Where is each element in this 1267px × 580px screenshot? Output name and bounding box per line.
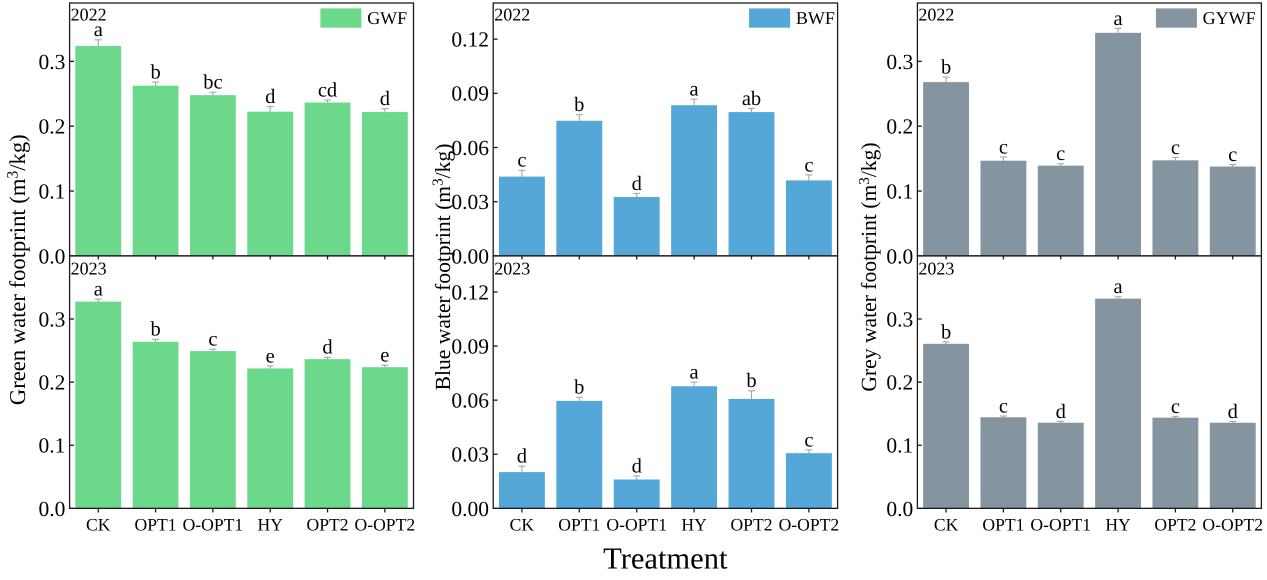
- svg-text:OPT1: OPT1: [135, 514, 177, 534]
- svg-text:b: b: [746, 370, 756, 392]
- svg-text:OPT2: OPT2: [306, 514, 348, 534]
- svg-text:bc: bc: [203, 72, 222, 94]
- svg-text:2022: 2022: [918, 5, 954, 25]
- svg-text:2023: 2023: [494, 259, 530, 279]
- svg-text:2022: 2022: [71, 5, 107, 25]
- svg-text:c: c: [1171, 396, 1180, 418]
- svg-text:c: c: [208, 329, 217, 351]
- svg-text:GYWF: GYWF: [1203, 8, 1256, 28]
- svg-text:0.0: 0.0: [39, 497, 66, 521]
- svg-text:BWF: BWF: [796, 8, 835, 28]
- svg-text:CK: CK: [934, 514, 959, 534]
- svg-text:0.3: 0.3: [886, 307, 913, 331]
- svg-text:a: a: [1114, 276, 1123, 298]
- svg-text:d: d: [632, 173, 642, 195]
- svg-text:c: c: [1228, 144, 1237, 166]
- svg-text:HY: HY: [681, 514, 707, 534]
- svg-text:2023: 2023: [918, 259, 954, 279]
- svg-text:d: d: [322, 337, 332, 359]
- svg-text:O-OPT1: O-OPT1: [1030, 514, 1091, 534]
- svg-text:a: a: [94, 278, 103, 300]
- svg-text:0.00: 0.00: [451, 497, 489, 521]
- svg-text:c: c: [804, 429, 813, 451]
- svg-text:0.3: 0.3: [39, 50, 66, 74]
- svg-text:0.2: 0.2: [886, 371, 913, 395]
- svg-text:0.2: 0.2: [886, 115, 913, 139]
- svg-text:d: d: [1228, 401, 1238, 423]
- svg-text:c: c: [1171, 137, 1180, 159]
- svg-text:c: c: [999, 395, 1008, 417]
- svg-text:c: c: [517, 150, 526, 172]
- svg-text:0.3: 0.3: [39, 307, 66, 331]
- svg-text:Treatment: Treatment: [603, 542, 728, 576]
- svg-text:OPT2: OPT2: [730, 514, 772, 534]
- svg-text:O-OPT2: O-OPT2: [1202, 514, 1263, 534]
- svg-text:0.2: 0.2: [39, 115, 66, 139]
- svg-text:b: b: [574, 377, 584, 399]
- svg-text:0.06: 0.06: [451, 389, 489, 413]
- svg-text:0.0: 0.0: [39, 244, 66, 268]
- svg-text:0.12: 0.12: [451, 28, 489, 52]
- svg-text:ab: ab: [742, 88, 761, 110]
- svg-text:0.0: 0.0: [886, 497, 913, 521]
- svg-text:0.00: 0.00: [451, 244, 489, 268]
- svg-text:OPT1: OPT1: [558, 514, 600, 534]
- svg-text:O-OPT2: O-OPT2: [779, 514, 840, 534]
- svg-text:cd: cd: [318, 79, 337, 101]
- svg-text:0.06: 0.06: [451, 136, 489, 160]
- svg-text:c: c: [804, 154, 813, 176]
- svg-text:a: a: [690, 362, 699, 384]
- svg-text:a: a: [1114, 8, 1123, 30]
- svg-text:d: d: [517, 446, 527, 468]
- svg-text:GWF: GWF: [367, 8, 407, 28]
- svg-text:b: b: [150, 319, 160, 341]
- svg-text:O-OPT1: O-OPT1: [183, 514, 244, 534]
- svg-text:0.3: 0.3: [886, 50, 913, 74]
- svg-text:0.1: 0.1: [39, 179, 66, 203]
- svg-text:0.2: 0.2: [39, 371, 66, 395]
- svg-text:a: a: [94, 19, 103, 41]
- svg-text:b: b: [150, 61, 160, 83]
- svg-text:0.09: 0.09: [451, 334, 489, 358]
- svg-text:b: b: [941, 321, 951, 343]
- svg-text:0.0: 0.0: [886, 244, 913, 268]
- svg-text:c: c: [999, 136, 1008, 158]
- svg-text:e: e: [266, 345, 275, 367]
- svg-text:OPT1: OPT1: [982, 514, 1024, 534]
- svg-text:O-OPT2: O-OPT2: [355, 514, 416, 534]
- svg-text:c: c: [1056, 143, 1065, 165]
- svg-text:0.09: 0.09: [451, 82, 489, 106]
- svg-text:0.03: 0.03: [451, 443, 489, 467]
- svg-text:d: d: [380, 88, 390, 110]
- svg-text:d: d: [632, 455, 642, 477]
- svg-text:HY: HY: [1105, 514, 1131, 534]
- svg-text:e: e: [380, 345, 389, 367]
- svg-text:0.1: 0.1: [886, 434, 913, 458]
- svg-text:d: d: [265, 86, 275, 108]
- svg-text:2022: 2022: [494, 5, 530, 25]
- svg-text:a: a: [690, 79, 699, 101]
- svg-text:0.1: 0.1: [886, 179, 913, 203]
- svg-text:d: d: [1056, 401, 1066, 423]
- svg-text:0.1: 0.1: [39, 434, 66, 458]
- svg-text:OPT2: OPT2: [1154, 514, 1196, 534]
- svg-text:CK: CK: [86, 514, 111, 534]
- svg-text:HY: HY: [257, 514, 283, 534]
- svg-text:O-OPT1: O-OPT1: [606, 514, 667, 534]
- svg-text:b: b: [574, 94, 584, 116]
- svg-text:b: b: [941, 57, 951, 79]
- svg-text:CK: CK: [510, 514, 535, 534]
- svg-text:0.03: 0.03: [451, 190, 489, 214]
- svg-text:0.12: 0.12: [451, 280, 489, 304]
- svg-text:Green water footprint (m3/kg): Green water footprint (m3/kg): [4, 134, 30, 405]
- svg-text:2023: 2023: [71, 259, 107, 279]
